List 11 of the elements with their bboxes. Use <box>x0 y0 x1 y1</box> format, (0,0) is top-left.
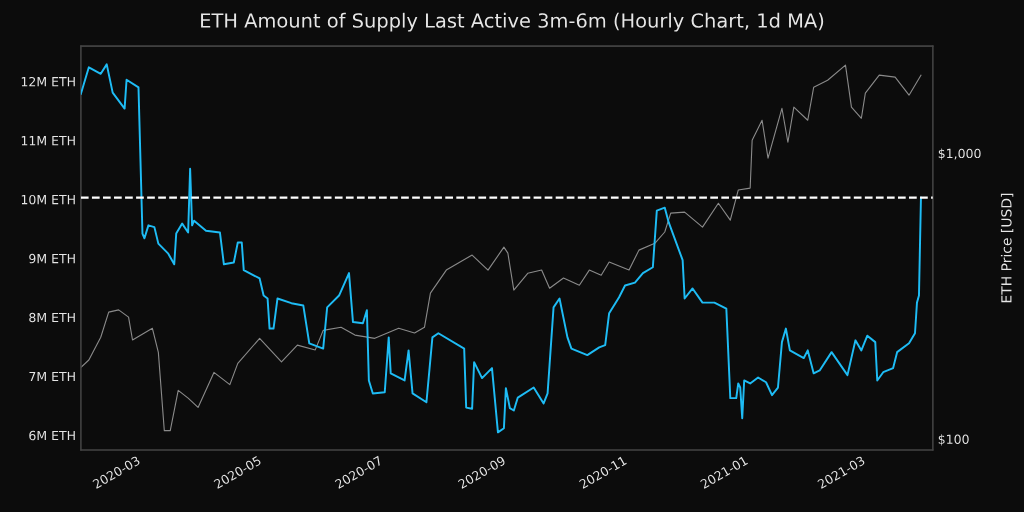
y-tick-label: 12M ETH <box>21 76 75 87</box>
y2-axis-title: ETH Price [USD] <box>1000 193 1014 303</box>
y-tick-label: 7M ETH <box>29 371 75 382</box>
y-tick-label: 9M ETH <box>29 253 75 264</box>
y-tick-label: 11M ETH <box>21 136 75 146</box>
chart-title: ETH Amount of Supply Last Active 3m-6m (Hourly Chart, 1d MA) <box>201 12 824 32</box>
y2-tick-label: $100 <box>938 434 969 446</box>
y2-tick-label: $1,000 <box>938 148 981 160</box>
y-tick-label: 8M ETH <box>29 312 75 323</box>
y-tick-label: 10M ETH <box>21 194 75 205</box>
y-tick-label: 6M ETH <box>29 430 75 441</box>
